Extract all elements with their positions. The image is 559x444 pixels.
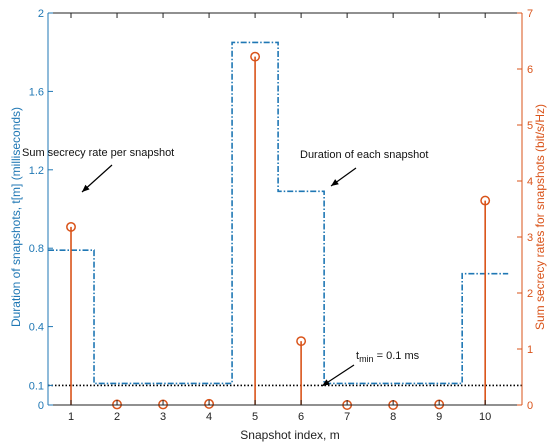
x-tick-label: 2: [114, 411, 120, 423]
rate-marker-6: [296, 336, 307, 347]
x-tick-label: 10: [479, 411, 491, 423]
right-tick-label: 1: [527, 344, 533, 356]
rate-annotation-arrow-head: [82, 184, 90, 192]
annotations: Sum secrecy rate per snapshot Duration o…: [22, 147, 428, 387]
rate-marker-5: [250, 51, 261, 62]
plot-background: [48, 13, 522, 405]
x-tick-label: 6: [298, 411, 304, 423]
x-tick-label: 3: [160, 411, 166, 423]
tmin-sub: min: [359, 354, 374, 364]
right-axis-title: Sum secrecy rates for snapshots (bit/s/H…: [533, 104, 547, 330]
rate-series: [66, 51, 491, 410]
tmin-main: t: [356, 350, 359, 362]
left-tick-label: 1.2: [29, 165, 44, 177]
x-axis-title: Snapshot index, m: [240, 428, 339, 442]
right-tick-label: 7: [527, 8, 533, 20]
x-tick-label: 5: [252, 411, 258, 423]
left-tick-label: 2: [38, 8, 44, 20]
left-tick-label: 0.1: [29, 380, 44, 392]
rate-annotation-label: Sum secrecy rate per snapshot: [22, 147, 174, 159]
right-tick-label: 5: [527, 120, 533, 132]
rate-marker-1: [66, 221, 76, 232]
duration-series: [48, 41, 509, 385]
duration-stairs-line: [48, 41, 509, 385]
tmin-rest: = 0.1 ms: [374, 350, 420, 362]
right-tick-label: 3: [527, 232, 533, 244]
right-tick-label: 4: [527, 176, 533, 188]
tmin-annotation-label: tmin = 0.1 ms: [356, 350, 420, 364]
left-tick-label: 0.8: [29, 243, 44, 255]
left-tick-label: 0.4: [29, 322, 44, 334]
plot-area: [48, 13, 522, 405]
tmin-annotation-arrow-head: [322, 379, 330, 386]
rate-marker-10: [480, 195, 491, 206]
x-tick-label: 4: [206, 411, 212, 423]
left-tick-label: 0: [38, 400, 44, 412]
x-tick-label: 1: [68, 411, 74, 423]
x-tick-label: 9: [436, 411, 442, 423]
right-tick-label: 0: [527, 400, 533, 412]
duration-annotation-label: Duration of each snapshot: [300, 149, 428, 161]
x-tick-label: 8: [390, 411, 396, 423]
right-tick-label: 2: [527, 288, 533, 300]
x-tick-label: 7: [344, 411, 350, 423]
right-tick-label: 6: [527, 64, 533, 76]
left-axis-title: Duration of snapshots, t[m] (millisecond…: [9, 107, 23, 327]
duration-annotation-arrow-head: [331, 179, 339, 186]
rate-marker-4: [204, 398, 215, 409]
axes: 1 2 3 4 5 6 7 8 9 10 0 0.1 0.4 0.8 1.2 1.6 2 0 1 2 3 4 5 6 7: [29, 8, 533, 423]
left-tick-label: 1.6: [29, 86, 44, 98]
